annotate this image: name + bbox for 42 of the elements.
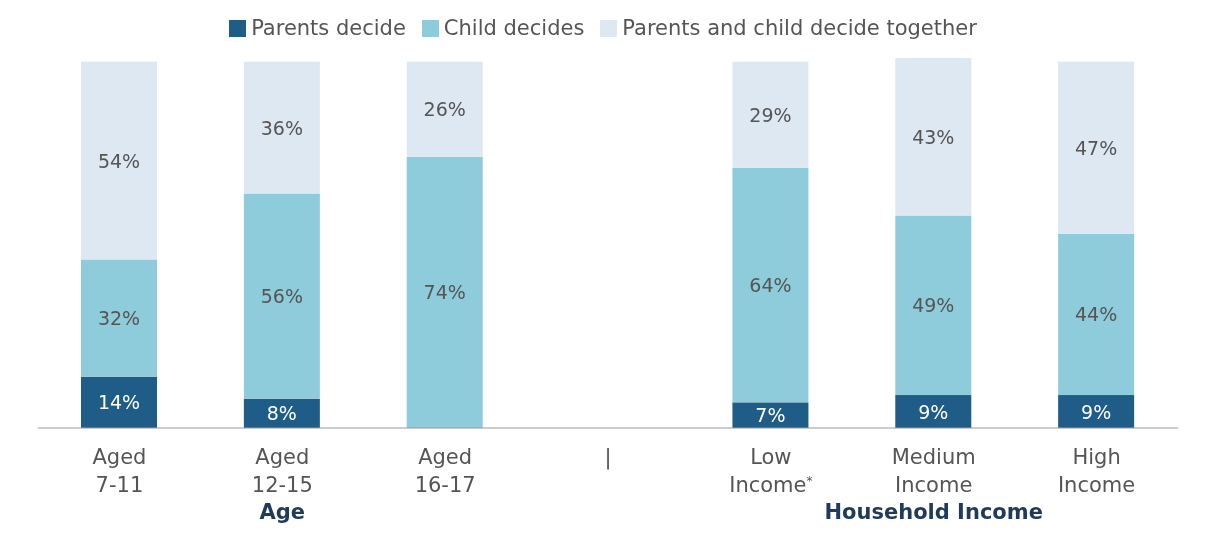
data-label: 9% [1081,400,1112,423]
x-tick-label: Aged 7-11 [92,445,147,497]
data-label: 56% [260,285,303,308]
bar [406,156,483,428]
x-tick-label: | [604,445,612,470]
x-tick-label: Medium Income [891,445,976,497]
data-label: 14% [97,391,141,414]
data-label: 36% [260,116,303,139]
data-label: 47% [1075,136,1118,159]
legend-label: Child decides [443,16,585,40]
bar [406,61,483,157]
bar [895,215,972,396]
data-label: 49% [912,294,955,317]
bar [1058,61,1135,234]
text: Age [258,500,307,524]
x-tick-label: High Income [1057,445,1136,497]
bar [81,376,157,428]
x-tick-label: Low Income$^{*}$ [729,445,813,497]
data-label: 8% [266,402,297,425]
bar [732,61,809,168]
bar [81,259,157,377]
data-label: 32% [97,307,141,330]
data-label: 26% [423,98,466,121]
legend-label: Parents decide [251,16,406,40]
x-tick-label: Aged 12-15 [251,445,313,497]
data-label: 9% [918,400,949,423]
data-label: 54% [97,149,141,172]
bar [732,167,809,403]
bar [1058,233,1135,396]
data-label: 7% [755,404,786,427]
data-label: 43% [912,125,955,148]
data-label: 64% [749,274,792,297]
bar [243,193,320,399]
text: Household Income [823,500,1044,524]
bar [81,61,157,260]
bar [895,58,972,216]
data-label: 74% [423,281,466,304]
legend-label: Parents and child decide together [622,16,977,40]
x-tick-label: Aged 16-17 [414,445,476,497]
data-label: 29% [749,103,792,126]
bar [243,61,320,194]
data-label: 44% [1075,303,1118,326]
